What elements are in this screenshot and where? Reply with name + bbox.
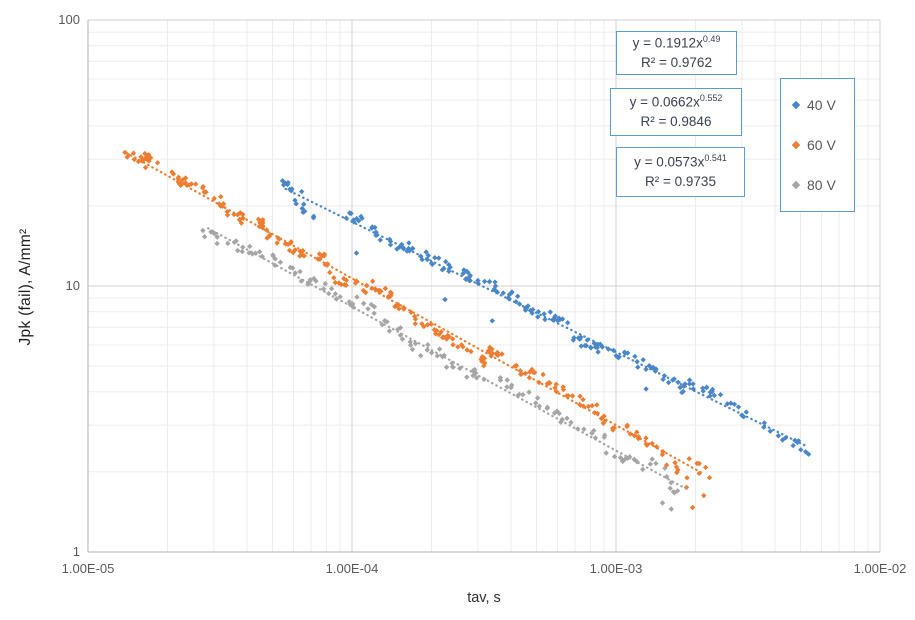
diamond-marker-icon	[791, 140, 801, 150]
legend-label-80v: 80 V	[807, 177, 836, 193]
scatter-points-40v	[279, 178, 812, 457]
y-tick-1: 1	[72, 544, 80, 559]
r-squared-60v: R² = 0.9846	[640, 114, 712, 130]
trendline-equation-box-60v: y = 0.0662x0.552 R² = 0.9846	[610, 88, 742, 136]
equation-80v: y = 0.0573x0.541	[634, 153, 727, 170]
scatter-points-60v	[122, 149, 713, 511]
legend-item-60v: 60 V	[781, 137, 854, 153]
trendline-80v	[206, 227, 691, 492]
x-tick-1e-3: 1.00E-03	[589, 561, 643, 576]
diamond-marker-icon	[791, 100, 801, 110]
legend-label-40v: 40 V	[807, 97, 836, 113]
x-tick-1e-5: 1.00E-05	[61, 561, 115, 576]
r-squared-80v: R² = 0.9735	[645, 174, 716, 190]
trendline-40v	[284, 187, 809, 448]
x-axis-title: tav, s	[467, 590, 501, 606]
y-tick-100: 100	[58, 12, 80, 27]
y-axis-title: Jpk (fail), A/mm²	[17, 228, 34, 346]
legend-item-40v: 40 V	[781, 97, 854, 113]
x-tick-1e-2: 1.00E-02	[853, 561, 907, 576]
x-tick-1e-4: 1.00E-04	[325, 561, 379, 576]
legend: 40 V 60 V 80 V	[780, 78, 855, 212]
trendline-equation-box-80v: y = 0.0573x0.541 R² = 0.9735	[616, 147, 745, 197]
r-squared-40v: R² = 0.9762	[641, 55, 712, 71]
legend-item-80v: 80 V	[781, 177, 854, 193]
trendline-equation-box-40v: y = 0.1912x0.49 R² = 0.9762	[616, 31, 737, 75]
diamond-marker-icon	[791, 180, 801, 190]
trendline-60v	[125, 151, 705, 476]
equation-40v: y = 0.1912x0.49	[632, 34, 721, 51]
equation-60v: y = 0.0662x0.552	[629, 93, 723, 110]
legend-label-60v: 60 V	[807, 137, 836, 153]
y-tick-10: 10	[65, 278, 80, 293]
